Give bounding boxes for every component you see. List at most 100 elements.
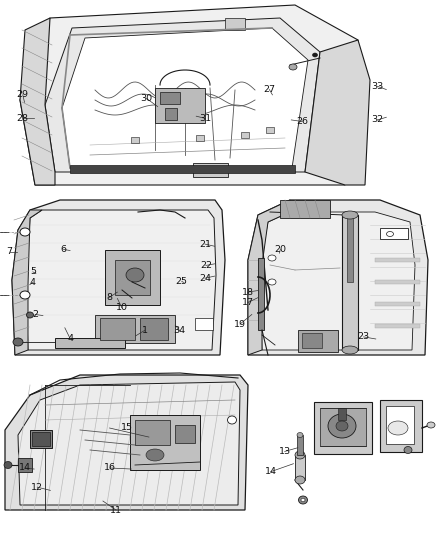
Text: 16: 16 [103, 464, 116, 472]
Bar [266, 127, 274, 133]
Text: 33: 33 [371, 82, 384, 91]
Bar [280, 200, 330, 218]
Text: 5: 5 [30, 268, 36, 276]
Ellipse shape [386, 231, 393, 237]
Bar [155, 88, 205, 123]
Text: 20: 20 [274, 245, 286, 254]
Bar [386, 406, 414, 444]
Polygon shape [248, 200, 290, 355]
Polygon shape [18, 382, 240, 505]
Text: 8: 8 [106, 293, 113, 302]
Bar [380, 400, 422, 452]
Bar [175, 425, 195, 443]
Text: 28: 28 [17, 114, 29, 123]
Bar [196, 135, 204, 141]
Bar [380, 228, 408, 239]
Bar [55, 338, 125, 348]
Bar [193, 163, 228, 177]
Ellipse shape [20, 228, 30, 236]
Bar [115, 260, 150, 295]
Text: 6: 6 [60, 245, 67, 254]
Ellipse shape [146, 449, 164, 461]
Text: 11: 11 [110, 506, 122, 514]
Text: 12: 12 [31, 483, 43, 491]
Bar [375, 280, 420, 284]
Ellipse shape [289, 64, 297, 70]
Text: 15: 15 [121, 424, 133, 432]
Bar [320, 408, 366, 446]
Ellipse shape [27, 312, 33, 318]
Bar [95, 315, 175, 343]
Bar [18, 458, 32, 472]
Bar [342, 215, 358, 350]
Text: 7: 7 [7, 247, 13, 256]
Bar [32, 432, 50, 446]
Bar [302, 333, 322, 348]
Bar [225, 18, 245, 30]
Bar [295, 455, 305, 480]
Text: 19: 19 [234, 320, 246, 328]
Text: 4: 4 [67, 334, 73, 343]
Bar [130, 415, 200, 470]
Polygon shape [62, 28, 308, 168]
Ellipse shape [404, 447, 412, 454]
Polygon shape [12, 200, 225, 355]
Text: 27: 27 [263, 85, 276, 94]
Bar [314, 402, 372, 454]
Text: 24: 24 [199, 274, 211, 282]
Ellipse shape [299, 496, 307, 504]
Polygon shape [45, 18, 320, 172]
Ellipse shape [336, 421, 348, 431]
Ellipse shape [427, 422, 435, 428]
Text: 23: 23 [357, 333, 370, 341]
Ellipse shape [312, 53, 318, 57]
Text: 1: 1 [141, 326, 148, 335]
Ellipse shape [328, 414, 356, 438]
Polygon shape [20, 5, 358, 185]
Text: 26: 26 [296, 117, 308, 126]
Bar [258, 258, 264, 330]
Ellipse shape [388, 421, 408, 435]
Text: 10: 10 [116, 303, 128, 312]
Ellipse shape [297, 432, 303, 438]
Text: 14: 14 [265, 467, 277, 476]
Bar [70, 165, 295, 173]
Bar [30, 430, 52, 448]
Bar [135, 420, 170, 445]
Bar [338, 408, 346, 420]
Ellipse shape [268, 255, 276, 261]
Polygon shape [248, 200, 428, 355]
Polygon shape [20, 18, 55, 185]
Bar [375, 258, 420, 262]
Ellipse shape [227, 416, 237, 424]
Text: 21: 21 [199, 240, 211, 248]
Ellipse shape [295, 476, 305, 484]
Text: 2: 2 [32, 310, 38, 319]
Polygon shape [12, 210, 42, 355]
Text: 14: 14 [19, 464, 32, 472]
Text: 18: 18 [241, 288, 254, 296]
Bar [140, 318, 168, 340]
Bar [297, 435, 303, 455]
Bar [298, 330, 338, 352]
Bar [100, 318, 135, 340]
Ellipse shape [301, 498, 305, 502]
Bar [347, 215, 353, 282]
Ellipse shape [126, 268, 144, 282]
Ellipse shape [268, 279, 276, 285]
Text: 4: 4 [30, 278, 36, 287]
Bar [375, 302, 420, 306]
Polygon shape [26, 210, 216, 350]
Bar [105, 250, 160, 305]
Text: 25: 25 [176, 277, 188, 286]
Ellipse shape [20, 291, 30, 299]
Bar [195, 318, 213, 330]
Ellipse shape [342, 346, 358, 354]
Bar [165, 108, 177, 120]
Ellipse shape [13, 338, 23, 346]
Bar [241, 132, 249, 138]
Bar [160, 92, 180, 104]
Text: 31: 31 [199, 114, 211, 123]
Text: 13: 13 [279, 447, 291, 456]
Polygon shape [305, 40, 370, 185]
